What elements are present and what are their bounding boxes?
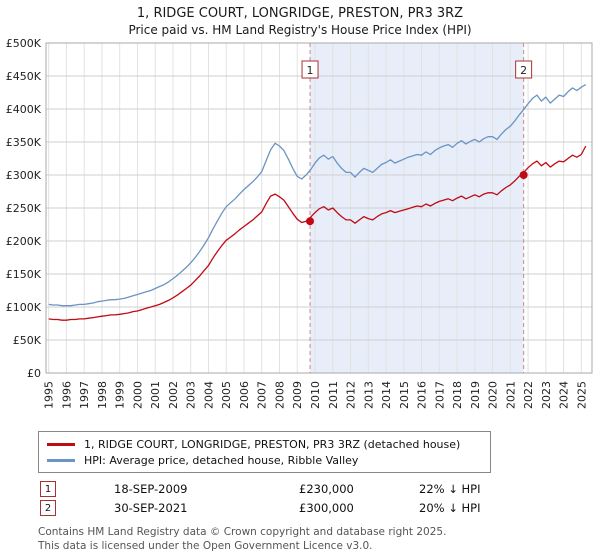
x-axis-tick-label: 2009 [291, 381, 304, 409]
price-paid-line [48, 145, 587, 321]
page-subtitle: Price paid vs. HM Land Registry's House … [128, 23, 472, 37]
x-axis-tick-label: 1995 [43, 381, 56, 409]
copyright-line-2: This data is licensed under the Open Gov… [38, 539, 373, 552]
sale-1-price: £230,000 [299, 482, 354, 496]
sale-1-number-badge: 1 [40, 481, 56, 497]
page-title: 1, RIDGE COURT, LONGRIDGE, PRESTON, PR3 … [136, 6, 464, 21]
x-axis-tick-label: 2011 [327, 381, 340, 409]
x-axis-tick-label: 2002 [167, 381, 180, 409]
x-axis-tick-label: 2007 [256, 381, 269, 409]
x-axis-tick-label: 1996 [60, 381, 73, 409]
x-axis-tick-label: 2022 [522, 381, 535, 409]
x-axis-tick-label: 2025 [575, 381, 588, 409]
x-axis-tick-label: 2023 [540, 381, 553, 409]
price-chart-svg: 1995 1996 1997 1998 1999 2000 2001 2002 2003 2004… [6, 37, 593, 409]
x-axis-tick-label: 2019 [469, 381, 482, 409]
x-axis-tick-label: 2021 [504, 381, 517, 409]
legend-label-price: 1, RIDGE COURT, LONGRIDGE, PRESTON, PR3 … [84, 437, 461, 451]
sale-2-number-badge: 2 [40, 500, 56, 516]
price-series-swatch [47, 442, 75, 446]
sale-1-vs-hpi: 22% ↓ HPI [419, 482, 481, 496]
plot-border [45, 42, 593, 374]
x-axis-tick-label: 1999 [114, 381, 127, 409]
y-axis-tick-label: £0 [27, 367, 41, 380]
y-axis-tick-label: £450K [6, 70, 42, 83]
sale-marker-badge-number: 1 [307, 64, 314, 77]
x-axis-tick-label: 2016 [416, 381, 429, 409]
sale-marker-badge [515, 60, 533, 79]
y-axis-tick-label: £50K [13, 334, 42, 347]
sale-2-date: 30-SEP-2021 [114, 501, 188, 515]
x-axis-tick-label: 2015 [398, 381, 411, 409]
y-axis-tick-label: £350K [6, 136, 42, 149]
x-axis-tick-label: 2024 [558, 381, 571, 409]
x-axis-tick-label: 2006 [238, 381, 251, 409]
y-axis-tick-label: £500K [6, 37, 42, 50]
y-axis-tick-label: £100K [6, 301, 42, 314]
x-axis-tick-label: 2001 [149, 381, 162, 409]
y-axis-tick-label: £300K [6, 169, 42, 182]
sale-marker-badge-number: 2 [520, 64, 527, 77]
sale-marker-badge [301, 60, 319, 79]
y-axis-tick-label: £150K [6, 268, 42, 281]
sale-marker-dot [306, 217, 315, 226]
sale-annotation-2: 2 30-SEP-2021 £300,000 20% ↓ HPI [40, 500, 600, 516]
x-axis-tick-label: 2018 [451, 381, 464, 409]
x-axis-tick-label: 2014 [380, 381, 393, 409]
sale-annotations: 1 18-SEP-2009 £230,000 22% ↓ HPI 2 30-SE… [0, 481, 600, 516]
legend-item-hpi: HPI: Average price, detached house, Ribb… [47, 452, 482, 468]
y-axis-tick-label: £200K [6, 235, 42, 248]
x-axis-tick-label: 1998 [96, 381, 109, 409]
legend: 1, RIDGE COURT, LONGRIDGE, PRESTON, PR3 … [38, 431, 491, 473]
x-axis-tick-label: 2005 [220, 381, 233, 409]
copyright-footer: Contains HM Land Registry data © Crown c… [38, 526, 600, 553]
x-axis-tick-label: 2000 [131, 381, 144, 409]
legend-label-hpi: HPI: Average price, detached house, Ribb… [84, 453, 359, 467]
legend-item-price: 1, RIDGE COURT, LONGRIDGE, PRESTON, PR3 … [47, 436, 482, 452]
x-axis-tick-label: 1997 [78, 381, 91, 409]
sale-1-date: 18-SEP-2009 [114, 482, 188, 496]
x-axis-tick-label: 2008 [273, 381, 286, 409]
y-axis-tick-label: £250K [6, 202, 42, 215]
y-axis-tick-label: £400K [6, 103, 42, 116]
sale-2-price: £300,000 [299, 501, 354, 515]
x-axis-tick-label: 2010 [309, 381, 322, 409]
sale-annotation-1: 1 18-SEP-2009 £230,000 22% ↓ HPI [40, 481, 600, 497]
sale-marker-dot [519, 171, 528, 179]
x-axis-tick-label: 2004 [202, 381, 215, 409]
x-axis-tick-label: 2003 [185, 381, 198, 409]
hpi-series-swatch [47, 458, 75, 462]
x-axis-tick-label: 2013 [362, 381, 375, 409]
hpi-line [48, 84, 587, 307]
sale-2-vs-hpi: 20% ↓ HPI [419, 501, 481, 515]
x-axis-tick-label: 2012 [345, 381, 358, 409]
x-axis-tick-label: 2017 [433, 381, 446, 409]
x-axis-tick-label: 2020 [487, 381, 500, 409]
copyright-line-1: Contains HM Land Registry data © Crown c… [38, 526, 447, 538]
